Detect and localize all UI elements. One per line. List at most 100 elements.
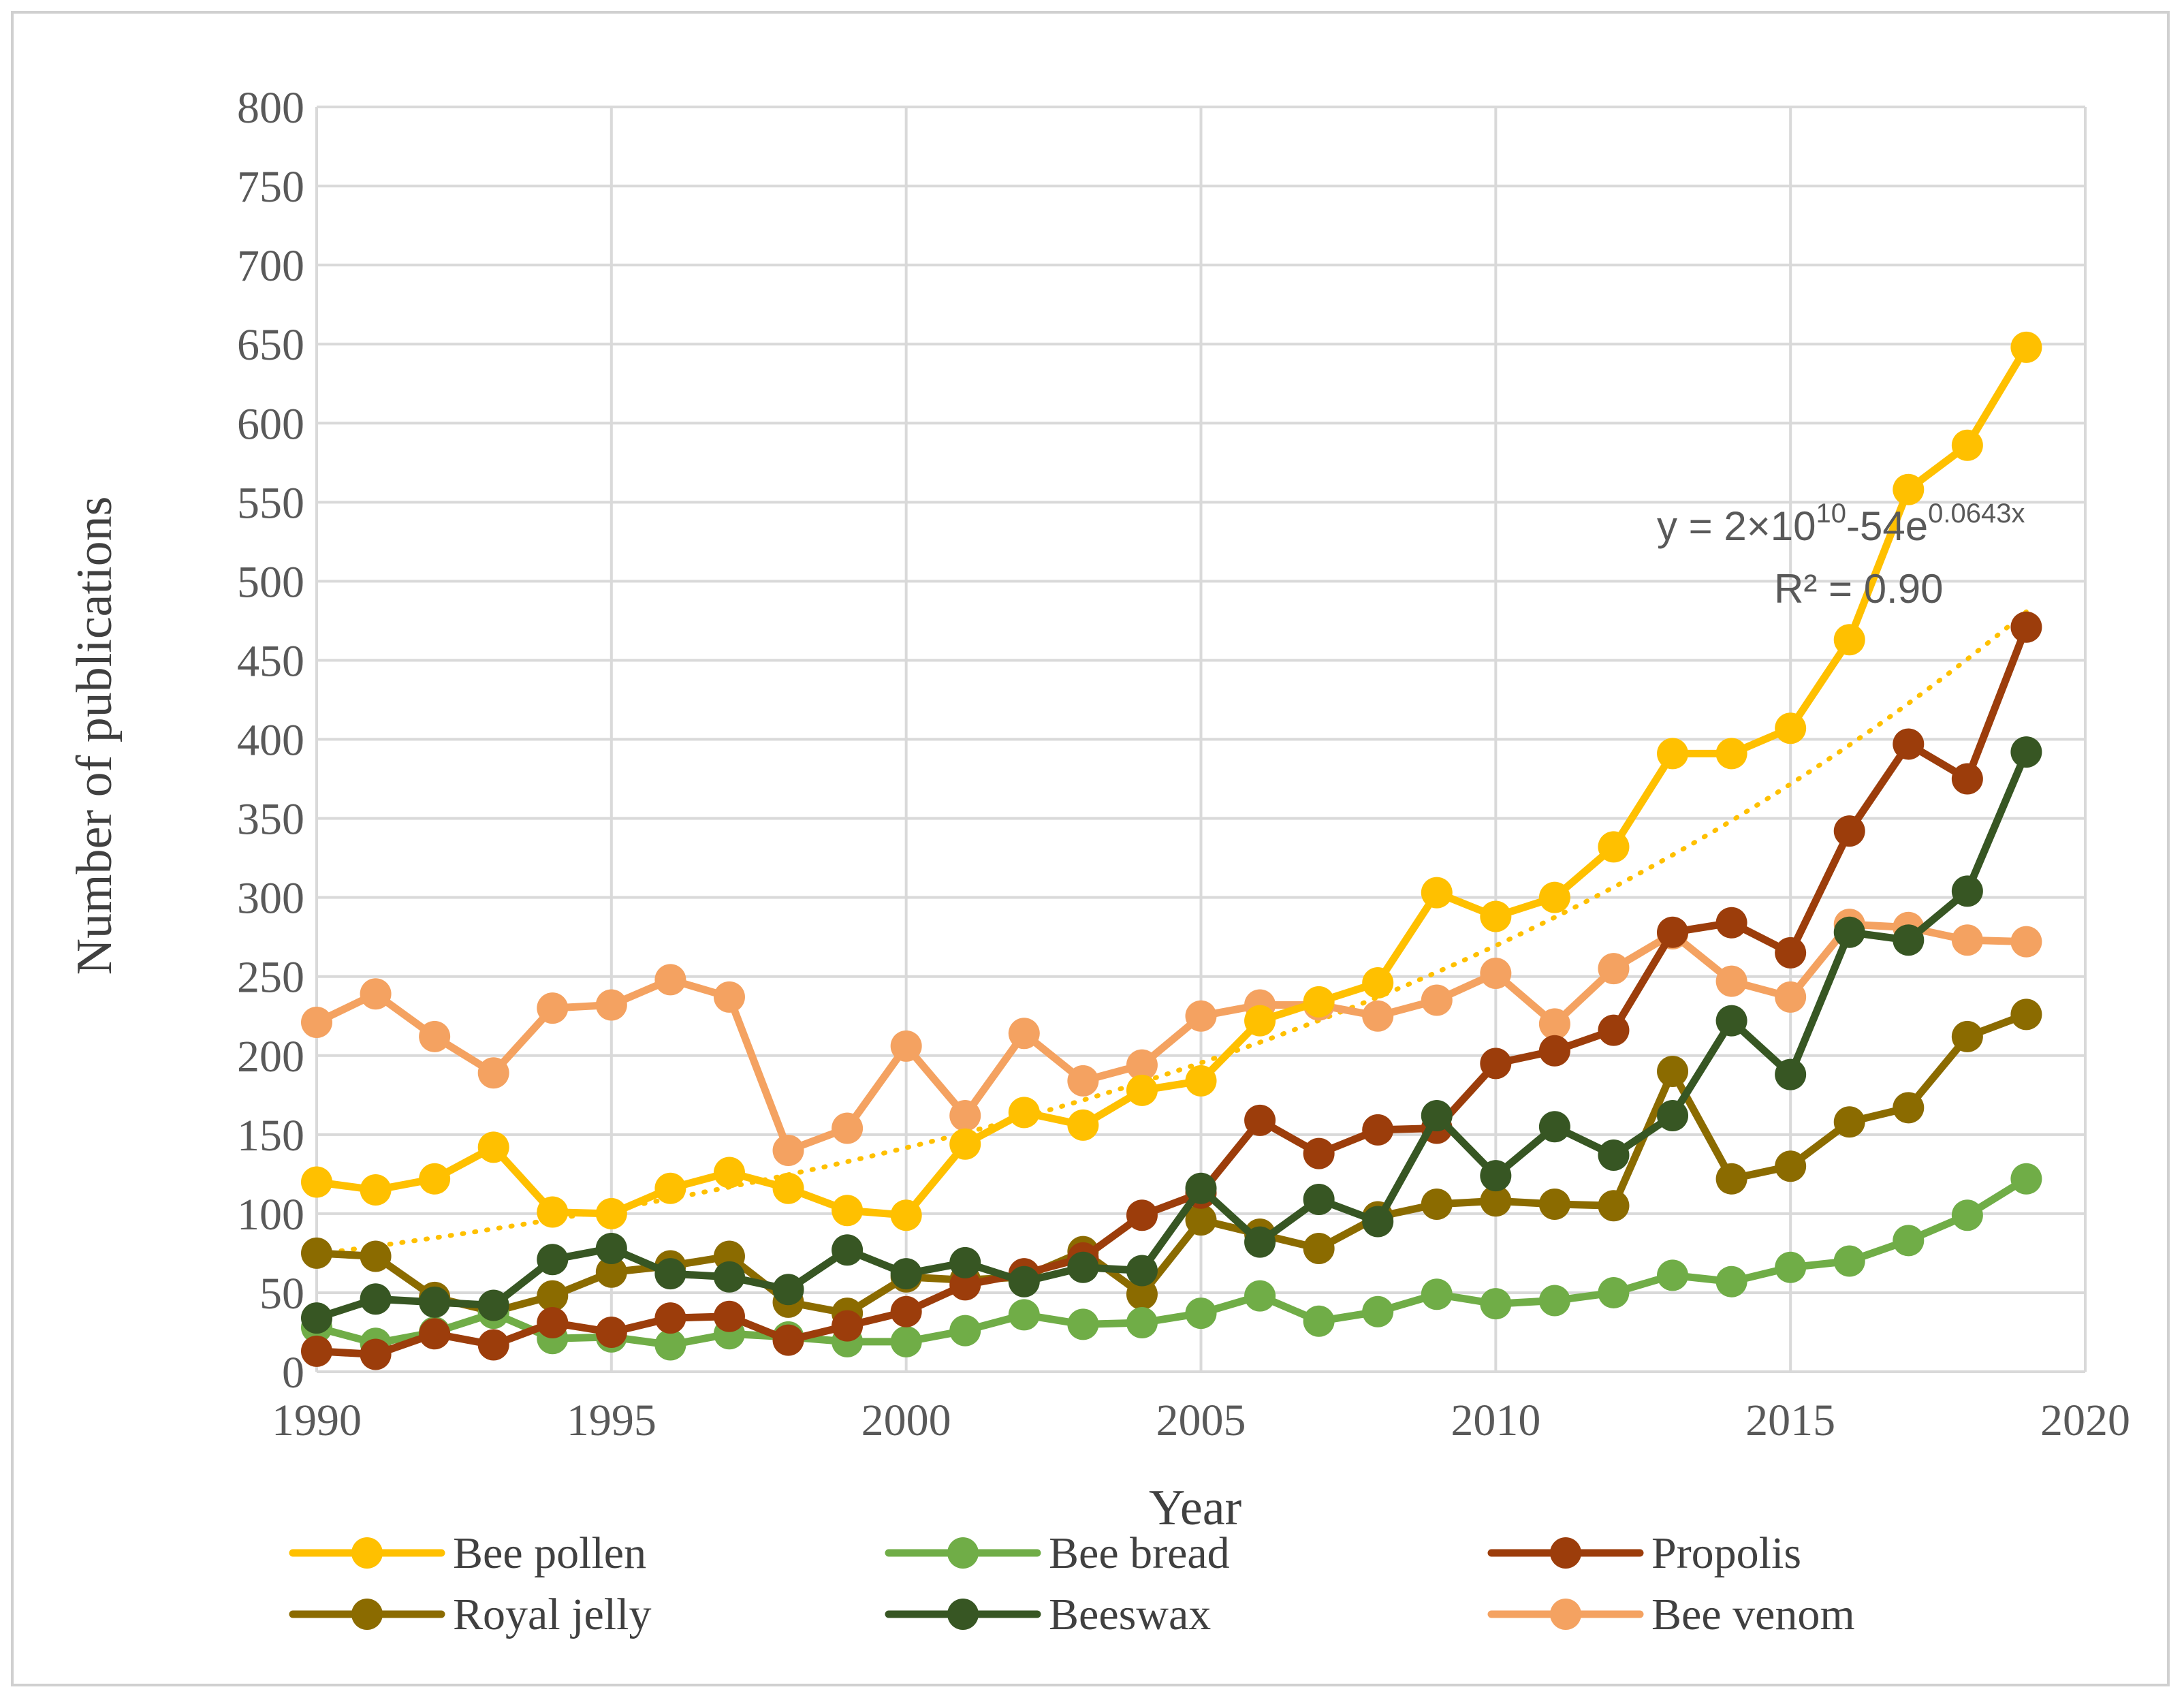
x-axis-ticks: 1990 1995 2000 2005 2010 2015 2020 bbox=[272, 1396, 2130, 1445]
x-tick-label: 2010 bbox=[1451, 1396, 1540, 1445]
x-tick-label: 2000 bbox=[861, 1396, 951, 1445]
x-tick-label: 2005 bbox=[1156, 1396, 1246, 1445]
bee-pollen-point bbox=[419, 1163, 451, 1195]
beeswax-point bbox=[1715, 1005, 1747, 1037]
bee-venom-point bbox=[1775, 981, 1807, 1013]
y-tick-label: 650 bbox=[237, 320, 304, 370]
bee-pollen-line bbox=[313, 343, 2030, 1219]
propolis-point bbox=[1715, 907, 1747, 939]
bee-pollen-point bbox=[1244, 1005, 1276, 1037]
bee-pollen-point bbox=[890, 1199, 922, 1231]
legend-item-beeswax: Beeswax bbox=[885, 1590, 1211, 1639]
y-tick-label: 400 bbox=[237, 716, 304, 766]
propolis-point bbox=[1538, 1035, 1570, 1067]
propolis-point bbox=[949, 1269, 981, 1301]
royal-jelly-point bbox=[360, 1240, 392, 1272]
y-tick-label: 600 bbox=[237, 399, 304, 449]
bee-venom-point bbox=[477, 1057, 509, 1089]
propolis-point bbox=[1244, 1104, 1276, 1136]
legend-swatch-marker bbox=[351, 1537, 383, 1569]
beeswax-point bbox=[595, 1232, 627, 1264]
bee-bread-point bbox=[1362, 1295, 1394, 1327]
bee-pollen-point bbox=[832, 1195, 864, 1227]
beeswax-point bbox=[1244, 1226, 1276, 1258]
bee-bread-point bbox=[1126, 1307, 1158, 1339]
bee-bread-point bbox=[1598, 1276, 1630, 1308]
beeswax-point bbox=[1893, 924, 1925, 956]
bee-pollen-point bbox=[1185, 1065, 1217, 1097]
propolis-point bbox=[301, 1335, 332, 1367]
trendline-equation: y = 2×1010-54e0.0643x R² = 0.90 bbox=[1657, 499, 2025, 612]
y-tick-label: 150 bbox=[237, 1111, 304, 1161]
bee-venom-point bbox=[949, 1099, 981, 1131]
beeswax-point bbox=[1833, 916, 1865, 948]
legend: Bee pollen Bee bread Propolis Royal jelly Be… bbox=[289, 1528, 1855, 1639]
bee-pollen-trendline bbox=[314, 609, 2029, 1257]
beeswax-point bbox=[1657, 1099, 1689, 1131]
bee-pollen-point bbox=[1421, 877, 1453, 909]
bee-bread-point bbox=[1833, 1245, 1865, 1277]
propolis-point bbox=[1303, 1137, 1335, 1169]
legend-item-propolis: Propolis bbox=[1487, 1528, 1801, 1578]
bee-pollen-point bbox=[772, 1172, 804, 1204]
bee-bread-point bbox=[1303, 1305, 1335, 1337]
bee-pollen-point bbox=[1598, 831, 1630, 863]
y-tick-label: 700 bbox=[237, 241, 304, 291]
bee-pollen-point bbox=[1480, 900, 1512, 932]
beeswax-point bbox=[1126, 1255, 1158, 1287]
bee-bread-point bbox=[1657, 1259, 1689, 1291]
y-tick-label: 0 bbox=[282, 1348, 304, 1398]
bee-pollen-point bbox=[1657, 738, 1689, 770]
beeswax-point bbox=[1775, 1058, 1807, 1090]
legend-swatch-marker bbox=[947, 1537, 979, 1569]
propolis-point bbox=[419, 1318, 451, 1350]
bee-venom-point bbox=[1185, 1000, 1217, 1032]
beeswax-point bbox=[1480, 1160, 1512, 1192]
bee-pollen-point bbox=[360, 1174, 392, 1206]
gridlines bbox=[315, 106, 2087, 1373]
bee-venom-point bbox=[595, 989, 627, 1021]
legend-label: Propolis bbox=[1651, 1528, 1801, 1578]
bee-venom-point bbox=[2010, 926, 2042, 958]
bee-bread-point bbox=[1008, 1299, 1040, 1331]
legend-swatch-marker bbox=[1550, 1599, 1581, 1630]
legend-item-royal-jelly: Royal jelly bbox=[289, 1590, 651, 1639]
bee-pollen-point bbox=[1362, 966, 1394, 999]
royal-jelly-point bbox=[537, 1280, 569, 1312]
data-series bbox=[301, 331, 2042, 1370]
royal-jelly-point bbox=[1775, 1150, 1807, 1182]
beeswax-point bbox=[1538, 1111, 1570, 1143]
bee-venom-point bbox=[772, 1135, 804, 1167]
beeswax-point bbox=[360, 1283, 392, 1315]
bee-venom-line bbox=[313, 920, 2030, 1154]
beeswax-point bbox=[1185, 1172, 1217, 1204]
legend-label: Beeswax bbox=[1049, 1590, 1211, 1639]
royal-jelly-point bbox=[1480, 1185, 1512, 1217]
bee-bread-point bbox=[1951, 1199, 1983, 1231]
royal-jelly-point bbox=[1893, 1092, 1925, 1124]
propolis-point bbox=[772, 1324, 804, 1356]
legend-item-bee-bread: Bee bread bbox=[885, 1528, 1230, 1578]
bee-venom-point bbox=[713, 981, 745, 1013]
y-tick-label: 750 bbox=[237, 162, 304, 212]
bee-bread-point bbox=[1893, 1225, 1925, 1257]
royal-jelly-point bbox=[1303, 1232, 1335, 1264]
propolis-point bbox=[1951, 763, 1983, 795]
bee-pollen-point bbox=[654, 1172, 686, 1204]
bee-venom-point bbox=[832, 1112, 864, 1144]
trendline bbox=[314, 609, 2029, 1257]
bee-pollen-point bbox=[1951, 429, 1983, 461]
beeswax-point bbox=[419, 1286, 451, 1318]
propolis-point bbox=[1893, 728, 1925, 760]
y-axis-title: Number of publications bbox=[67, 497, 123, 975]
royal-jelly-point bbox=[1715, 1163, 1747, 1195]
bee-venom-point bbox=[537, 992, 569, 1024]
x-axis-title: Year bbox=[1149, 1480, 1241, 1536]
royal-jelly-point bbox=[1598, 1190, 1630, 1222]
beeswax-point bbox=[1303, 1183, 1335, 1215]
y-tick-label: 100 bbox=[237, 1190, 304, 1240]
beeswax-point bbox=[654, 1258, 686, 1290]
legend-item-bee-venom: Bee venom bbox=[1487, 1590, 1855, 1639]
bee-pollen-point bbox=[1775, 712, 1807, 744]
beeswax-point bbox=[832, 1234, 864, 1266]
